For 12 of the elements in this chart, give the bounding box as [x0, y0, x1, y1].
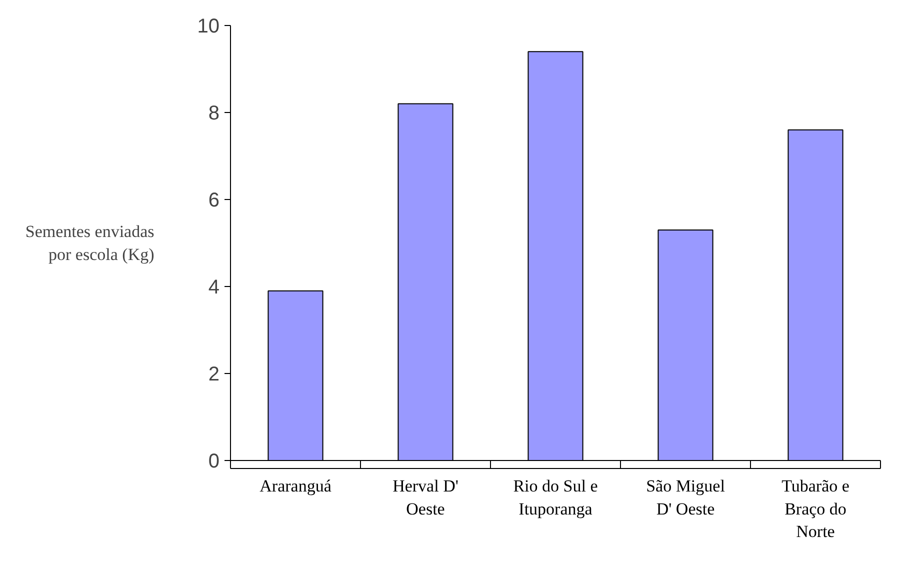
x-tick-label: Araranguá	[260, 476, 332, 496]
x-tick-label: Herval D' Oeste	[392, 476, 458, 518]
y-tick-label: 0	[208, 450, 220, 472]
y-axis-title: Sementes enviadas por escola (Kg)	[25, 222, 154, 264]
y-tick-label: 2	[208, 364, 220, 386]
y-tick-label: 8	[208, 102, 220, 124]
y-tick-label: 4	[208, 276, 220, 298]
x-tick-label: Rio do Sul e Ituporanga	[513, 476, 598, 518]
y-tick-label: 10	[197, 16, 220, 38]
x-tick-label: São Miguel D' Oeste	[646, 476, 726, 518]
x-tick-label: Tubarão e Braço do Norte	[782, 476, 850, 542]
y-tick-label: 6	[208, 190, 220, 212]
